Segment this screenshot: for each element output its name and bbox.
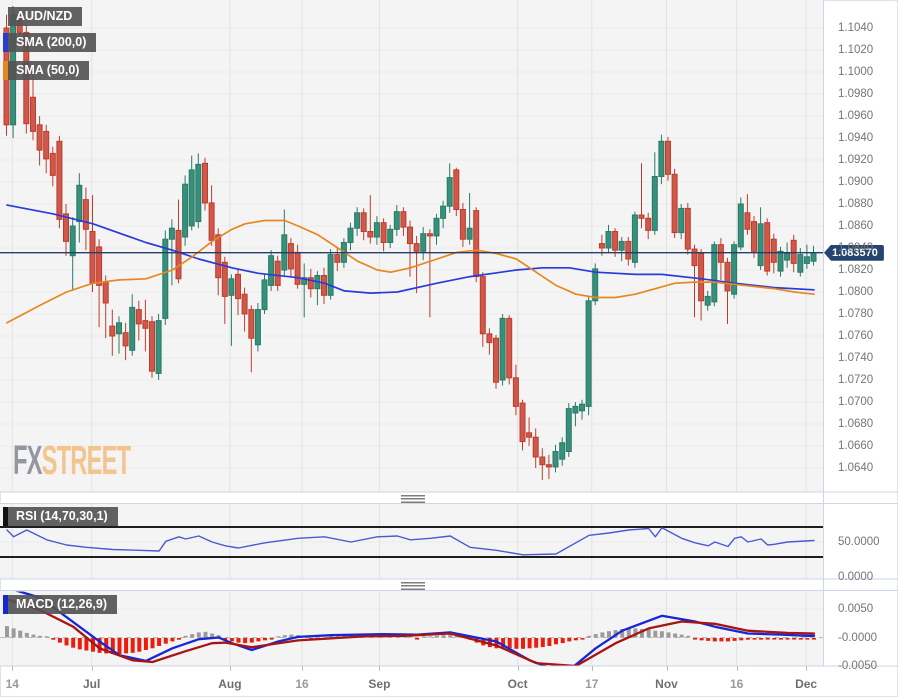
- rsi-color-chip: [3, 507, 8, 526]
- time-axis-label: Nov: [655, 677, 678, 691]
- time-axis-tick: [379, 666, 381, 671]
- rsi-label: RSI (14,70,30,1): [16, 509, 108, 523]
- legend-rsi: RSI (14,70,30,1): [3, 507, 118, 526]
- price-axis-label: 1.0800: [838, 286, 874, 298]
- legend-sma200: SMA (200,0): [3, 33, 97, 52]
- price-axis-label: 1.1000: [838, 66, 874, 78]
- sma200-color-chip: [3, 33, 8, 52]
- sma50-label: SMA (50,0): [16, 63, 80, 77]
- time-axis-tick: [229, 666, 231, 671]
- price-axis-label: 1.1040: [838, 22, 874, 34]
- price-axis-label: 1.0780: [838, 308, 874, 320]
- rsi-axis-label: 0.0000: [838, 571, 874, 583]
- price-axis-label: 1.0740: [838, 352, 874, 364]
- price-axis-label: 1.0720: [838, 374, 874, 386]
- sma200-label: SMA (200,0): [16, 35, 87, 49]
- price-axis-label: 1.0660: [838, 440, 874, 452]
- time-axis-label: Oct: [507, 677, 528, 691]
- price-axis-label: 1.0980: [838, 88, 874, 100]
- macd-axis-label: -0.0050: [838, 660, 878, 672]
- fxstreet-watermark: FXSTREET: [13, 437, 131, 483]
- current-price-tag: 1.083570: [824, 244, 884, 261]
- price-axis-label: 1.0860: [838, 220, 874, 232]
- macd-panel-resize-grip[interactable]: [401, 582, 425, 590]
- time-axis-label: 16: [295, 677, 309, 691]
- legend-sma50: SMA (50,0): [3, 61, 90, 80]
- time-axis-tick: [591, 666, 593, 671]
- price-axis-label: 1.0820: [838, 264, 874, 276]
- price-axis-label: 1.0920: [838, 154, 874, 166]
- macd-color-chip: [3, 595, 8, 614]
- price-axis-label: 1.0840: [838, 242, 874, 254]
- price-axis-label: 1.1020: [838, 44, 874, 56]
- time-axis-tick: [91, 666, 93, 671]
- time-axis-tick: [12, 666, 14, 671]
- time-axis-tick: [736, 666, 738, 671]
- price-axis-label: 1.0640: [838, 462, 874, 474]
- price-axis-label: 1.0700: [838, 396, 874, 408]
- price-axis-label: 1.0940: [838, 132, 874, 144]
- time-axis-tick: [806, 666, 808, 671]
- time-axis-tick: [302, 666, 303, 671]
- macd-axis-label: 0.0050: [838, 603, 874, 615]
- time-axis-tick: [517, 666, 519, 671]
- sma50-color-chip: [3, 61, 8, 80]
- price-axis-label: 1.0680: [838, 418, 874, 430]
- time-axis-label: Sep: [368, 677, 391, 691]
- time-axis-label: Aug: [218, 677, 242, 691]
- price-axis-label: 1.0900: [838, 176, 874, 188]
- legend-symbol: AUD/NZD: [8, 7, 83, 26]
- macd-label: MACD (12,26,9): [16, 597, 107, 611]
- price-axis-label: 1.0760: [838, 330, 874, 342]
- price-axis-label: 1.0880: [838, 198, 874, 210]
- time-axis-label: Dec: [795, 677, 818, 691]
- macd-axis-label: -0.0000: [838, 631, 878, 644]
- symbol-label: AUD/NZD: [16, 9, 73, 23]
- price-axis-label: 1.0960: [838, 110, 874, 122]
- time-axis-tick: [666, 666, 668, 671]
- time-axis-label: 14: [5, 677, 19, 691]
- time-axis-label: 16: [729, 677, 744, 691]
- time-axis-label: Jul: [83, 677, 101, 691]
- time-axis[interactable]: 14 Jul Aug 16 Sep Oct 17 Nov 16 Dec: [0, 666, 898, 697]
- time-axis-label: 17: [585, 677, 599, 691]
- rsi-panel-resize-grip[interactable]: [401, 495, 425, 503]
- legend-macd: MACD (12,26,9): [3, 595, 117, 614]
- rsi-axis-label: 50.0000: [838, 536, 880, 548]
